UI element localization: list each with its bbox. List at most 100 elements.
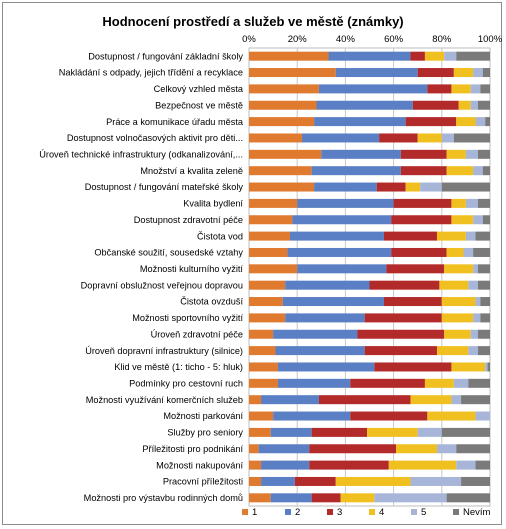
- bar-segment-5: [470, 100, 478, 110]
- bar-segment-3: [405, 117, 457, 127]
- bar-segment-5: [473, 215, 483, 225]
- bar-segment-3: [311, 493, 341, 503]
- bar-segment-5: [463, 247, 474, 257]
- bar-segment-2: [318, 84, 428, 94]
- bar-segment-1: [249, 51, 329, 61]
- bar-segment-5: [436, 444, 457, 454]
- bar-segment-4: [439, 280, 469, 290]
- bar-segment-5: [473, 166, 483, 176]
- bar-segment-4: [444, 264, 474, 274]
- bar-segment-5: [475, 117, 486, 127]
- category-label: Bezpečnost ve městě: [155, 100, 243, 110]
- bar-segment-2: [297, 198, 394, 208]
- bar-segment-2: [297, 264, 387, 274]
- bar-segment-3: [369, 280, 440, 290]
- bar-segment-1: [249, 493, 271, 503]
- bar-segment-4: [436, 346, 469, 356]
- bar-segment-5: [468, 346, 478, 356]
- bar-segment-nevm: [468, 378, 490, 388]
- legend-swatch: [327, 509, 333, 515]
- bar-segment-2: [311, 166, 401, 176]
- bar-segment-3: [386, 264, 445, 274]
- category-label: Klid ve městě (1: ticho - 5: hluk): [114, 362, 243, 372]
- bar-segment-2: [321, 149, 401, 159]
- bar-segment-2: [270, 493, 312, 503]
- bar-segment-4: [335, 476, 411, 486]
- bar-segment-1: [249, 329, 274, 339]
- bar-segment-2: [285, 280, 370, 290]
- bar-segment-3: [400, 166, 447, 176]
- category-label: Možnosti pro výstavbu rodinných domů: [84, 493, 243, 503]
- category-label: Možnosti nakupování: [156, 460, 243, 470]
- bar-segment-1: [249, 166, 312, 176]
- category-label: Dostupnost / fungování mateřské školy: [85, 182, 244, 192]
- bar-segment-4: [451, 215, 474, 225]
- category-label: Možnosti kulturního vyžití: [140, 264, 244, 274]
- bar-segment-1: [249, 460, 262, 470]
- bar-segment-3: [410, 51, 425, 61]
- bar-segment-1: [249, 444, 259, 454]
- category-label: Služby pro seniory: [167, 428, 243, 438]
- bar-segment-5: [417, 427, 442, 437]
- bar-segment-1: [249, 117, 315, 127]
- bar-segment-nevm: [441, 182, 490, 192]
- bar-segment-3: [364, 313, 442, 323]
- category-label: Možnosti sportovního vyžití: [132, 313, 243, 323]
- bar-segment-2: [261, 476, 295, 486]
- bar-segment-1: [249, 411, 274, 421]
- bar-segment-3: [393, 198, 452, 208]
- legend-label: 1: [252, 507, 257, 518]
- bar-segment-nevm: [475, 231, 490, 241]
- bar-segment-1: [249, 427, 271, 437]
- bar-segment-4: [396, 444, 437, 454]
- bar-segment-1: [249, 476, 262, 486]
- bar-segment-4: [388, 460, 457, 470]
- category-label: Práce a komunikace úřadu města: [106, 117, 244, 127]
- bar-segment-4: [410, 395, 452, 405]
- bar-segment-3: [383, 231, 437, 241]
- bar-segment-1: [249, 231, 290, 241]
- category-label: Čistota ovzduší: [180, 297, 243, 307]
- bar-segment-nevm: [456, 444, 490, 454]
- bar-segment-nevm: [477, 100, 490, 110]
- bar-segment-3: [357, 329, 445, 339]
- bar-segment-1: [249, 215, 293, 225]
- bar-segment-4: [456, 117, 476, 127]
- bar-segment-2: [277, 362, 375, 372]
- legend-label: 4: [379, 507, 384, 518]
- bar-segment-nevm: [477, 346, 490, 356]
- bar-segment-4: [424, 378, 454, 388]
- bar-segment-1: [249, 346, 276, 356]
- bar-segment-nevm: [473, 247, 490, 257]
- bar-segment-nevm: [477, 264, 490, 274]
- bar-segment-5: [420, 182, 442, 192]
- bar-segment-4: [367, 427, 418, 437]
- bar-segment-4: [405, 182, 421, 192]
- bar-segment-1: [249, 198, 298, 208]
- bar-segment-3: [417, 68, 454, 78]
- bar-segment-5: [444, 51, 457, 61]
- category-label: Dostupnost volnočasových aktivit pro dět…: [67, 133, 243, 143]
- bar-segment-4: [446, 166, 474, 176]
- bar-segment-nevm: [487, 362, 490, 372]
- bar-segment-3: [350, 378, 425, 388]
- bar-segment-2: [282, 297, 384, 307]
- bar-segment-3: [309, 444, 397, 454]
- category-label: Občanské soužití, sousedské vztahy: [94, 248, 243, 258]
- bar-segment-nevm: [477, 149, 490, 159]
- bar-segment-2: [328, 51, 411, 61]
- bar-segment-2: [273, 329, 358, 339]
- bar-segment-nevm: [453, 133, 490, 143]
- x-tick-label: 80%: [432, 34, 452, 45]
- legend-swatch: [242, 509, 248, 515]
- bar-segment-nevm: [461, 476, 490, 486]
- bar-segment-2: [277, 378, 351, 388]
- bar-segment-2: [261, 395, 319, 405]
- category-label: Možnosti parkování: [163, 411, 243, 421]
- bar-segment-3: [383, 297, 442, 307]
- bar-segment-4: [417, 133, 442, 143]
- bar-segment-3: [364, 346, 437, 356]
- bar-segment-4: [427, 411, 476, 421]
- bar-segment-5: [475, 411, 490, 421]
